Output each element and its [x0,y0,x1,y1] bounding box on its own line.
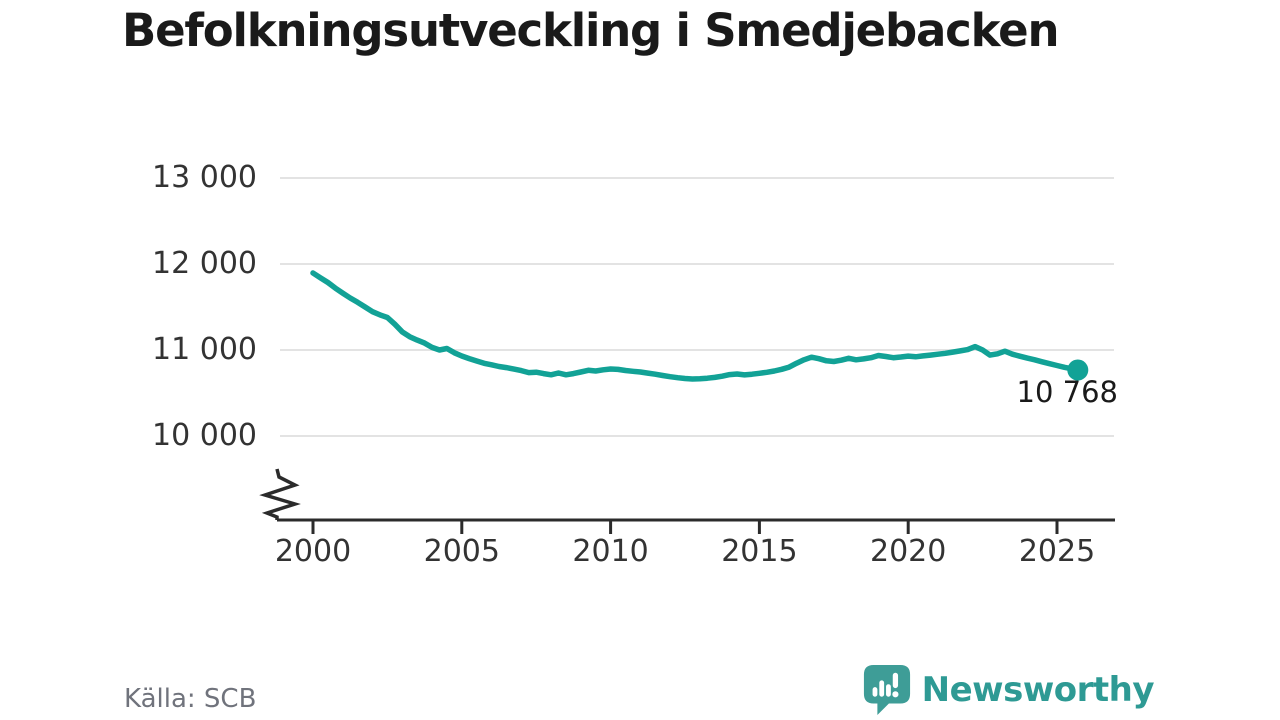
newsworthy-speech-bubble-chart-icon [863,665,910,715]
y-axis-label: 11 000 [152,332,257,367]
gridlines [280,177,1114,437]
series-endpoint-dot [1067,359,1089,381]
x-axis [277,518,1115,534]
y-axis-label: 12 000 [152,246,257,281]
y-axis-label: 13 000 [152,160,257,195]
logo-bar-short [872,687,878,697]
logo-bar-medium [885,684,891,697]
x-axis-label: 2015 [721,534,798,569]
y-axis-label: 10 000 [152,418,257,453]
x-axis-label: 2010 [572,534,649,569]
line-chart-canvas [259,177,1115,534]
logo-exclamation-dot [892,691,899,698]
x-axis-label: 2005 [423,534,500,569]
logo-exclamation-bar [892,672,898,689]
brand-name: Newsworthy [921,670,1155,710]
brand-logo: Newsworthy [862,662,1155,718]
x-axis-label: 2000 [274,534,352,569]
x-axis-label: 2020 [870,534,947,569]
chart-title: Befolkningsutveckling i Smedjebacken [122,4,1060,57]
population-line-series [310,270,1081,382]
logo-bar-tall [878,680,884,697]
x-axis-label: 2025 [1018,534,1096,569]
y-axis-break-squiggle-icon [259,468,301,520]
endpoint-value-label: 10 768 [1016,375,1118,409]
source-note: Källa: SCB [124,684,257,714]
